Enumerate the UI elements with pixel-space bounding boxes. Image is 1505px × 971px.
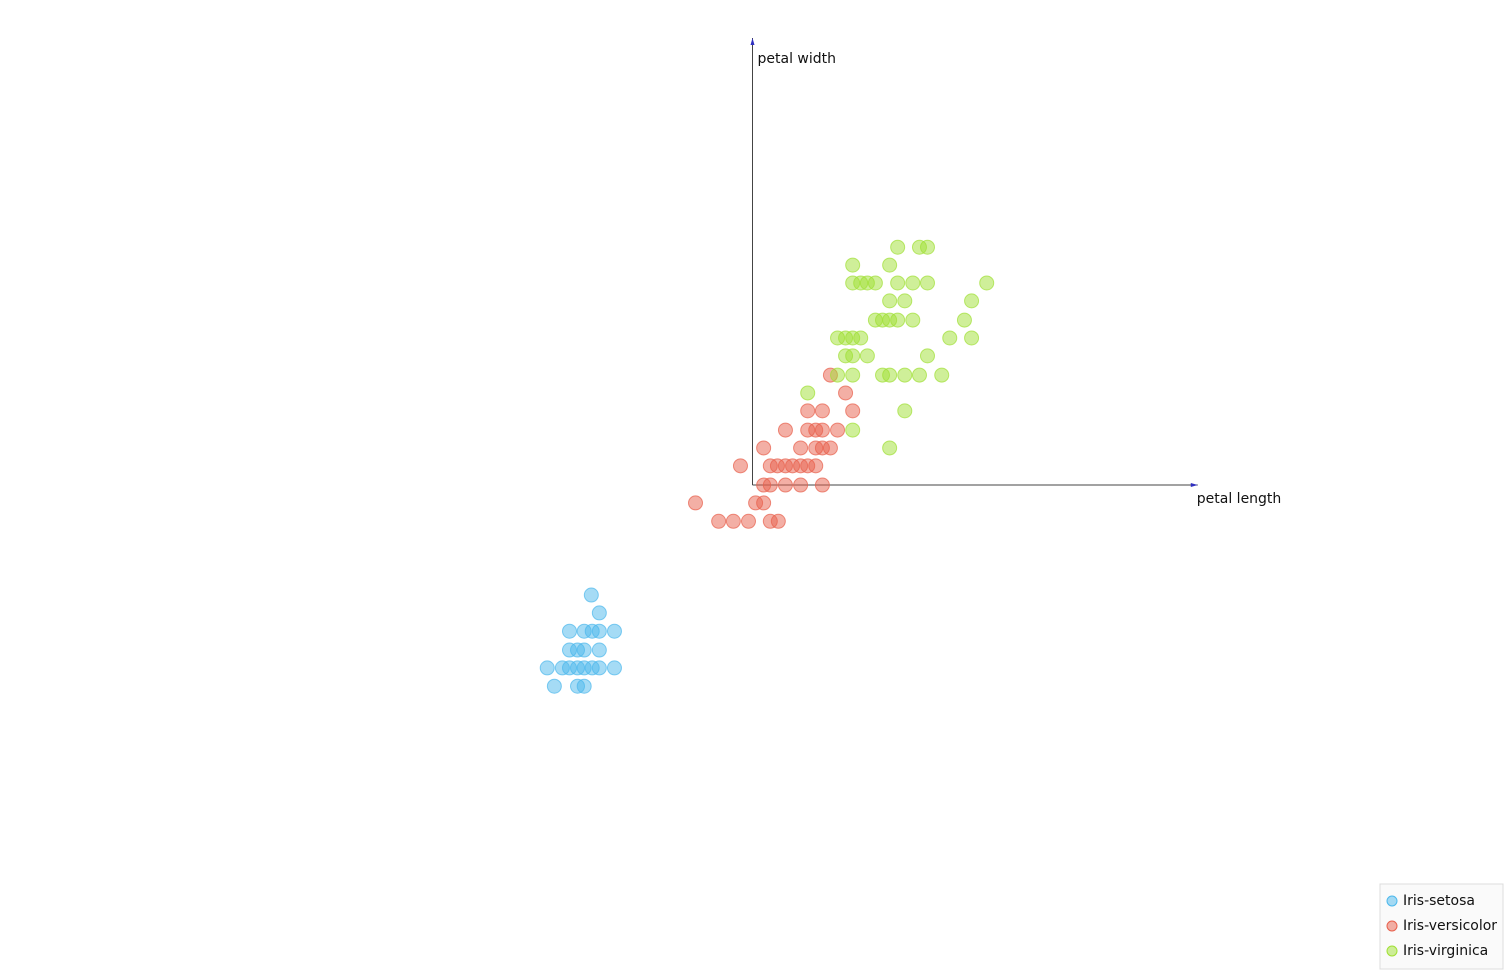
anchor-label: petal width [758,51,837,67]
point [905,275,921,291]
legend-label: Iris-versicolor [1403,918,1497,934]
anchor-label: petal length [1197,491,1282,507]
point [942,330,958,346]
point [770,513,786,529]
point [583,587,599,603]
point [725,513,741,529]
legend-label: Iris-setosa [1403,893,1475,909]
anchor-arrow [750,37,755,45]
point [919,239,935,255]
point [934,367,950,383]
point [911,367,927,383]
point [756,495,772,511]
point [897,403,913,419]
point [838,385,854,401]
point [890,275,906,291]
point [882,257,898,273]
point [800,385,816,401]
point [859,348,875,364]
point [882,367,898,383]
point [606,623,622,639]
point [822,440,838,456]
point [561,623,577,639]
point [882,293,898,309]
point [964,293,980,309]
point [814,403,830,419]
point [897,293,913,309]
point [845,257,861,273]
point [814,422,830,438]
legend-marker [1386,895,1398,907]
point [606,660,622,676]
legend-box [1379,883,1504,970]
point [845,403,861,419]
point [732,458,748,474]
point [897,367,913,383]
point [845,367,861,383]
point [890,312,906,328]
anchor-arrow [1190,483,1198,488]
point [830,367,846,383]
point [591,660,607,676]
point [591,623,607,639]
point [919,275,935,291]
point [882,440,898,456]
legend-marker [1386,945,1398,957]
point [867,275,883,291]
point [814,477,830,493]
point [576,678,592,694]
point [756,440,772,456]
point [845,348,861,364]
point [830,422,846,438]
point [979,275,995,291]
point [800,403,816,419]
point [762,477,778,493]
point [688,495,704,511]
point [956,312,972,328]
legend-marker [1386,920,1398,932]
point [546,678,562,694]
point [777,422,793,438]
point [539,660,555,676]
point [740,513,756,529]
point [853,330,869,346]
point [591,642,607,658]
point [793,440,809,456]
point [777,477,793,493]
point [919,348,935,364]
point [808,458,824,474]
legend-label: Iris-virginica [1403,943,1488,959]
legend: Iris-setosa Iris-versicolor Iris-virginica [1379,883,1504,970]
point [845,422,861,438]
point [793,477,809,493]
point [890,239,906,255]
point [711,513,727,529]
point [576,642,592,658]
point [591,605,607,621]
point [964,330,980,346]
point [905,312,921,328]
